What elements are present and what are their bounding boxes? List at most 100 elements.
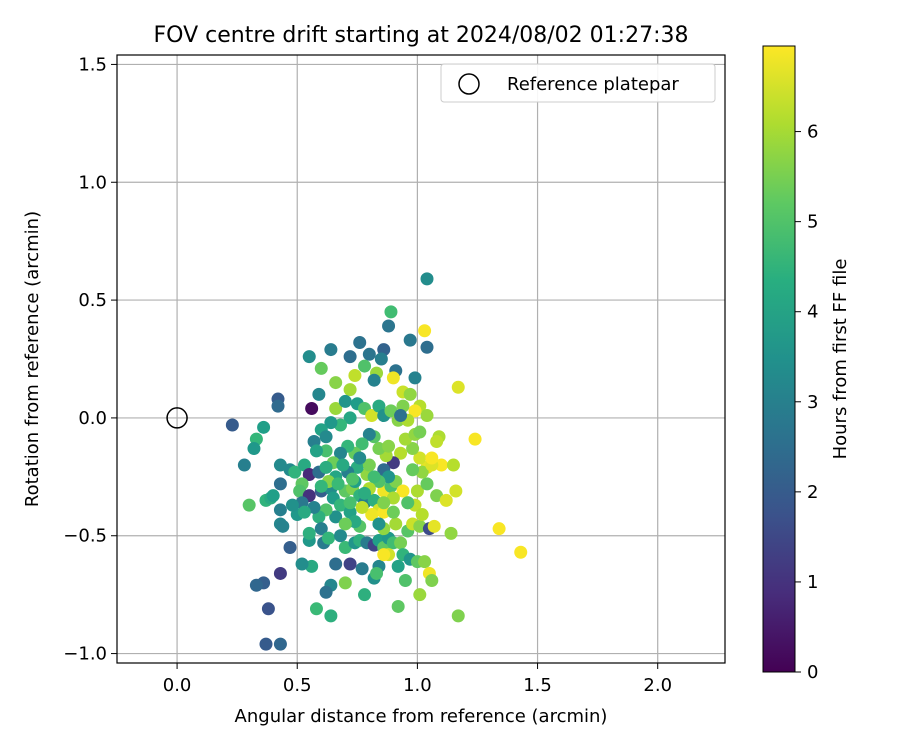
scatter-point: [353, 451, 367, 465]
scatter-point: [382, 470, 396, 484]
scatter-point: [343, 350, 357, 364]
scatter-point: [406, 463, 420, 477]
scatter-point: [355, 500, 369, 514]
scatter-point: [324, 343, 338, 357]
scatter-point: [514, 545, 528, 559]
x-tick-label: 2.0: [643, 675, 672, 696]
scatter-point: [382, 439, 396, 453]
x-axis-label: Angular distance from reference (arcmin): [235, 706, 608, 727]
scatter-point: [367, 470, 381, 484]
scatter-point: [343, 496, 357, 510]
scatter-point: [338, 394, 352, 408]
scatter-point: [362, 347, 376, 361]
scatter-point: [343, 383, 357, 397]
scatter-point: [394, 536, 408, 550]
scatter-point: [271, 399, 285, 413]
scatter-point: [451, 609, 465, 623]
colorbar-tick-label: 1: [807, 572, 818, 593]
scatter-point: [314, 522, 328, 536]
scatter-point: [225, 418, 239, 432]
scatter-point: [425, 574, 439, 588]
scatter-point: [324, 416, 338, 430]
scatter-point: [329, 376, 343, 390]
scatter-point: [418, 324, 432, 338]
y-tick-label: −0.5: [63, 526, 107, 547]
scatter-point: [425, 451, 439, 465]
scatter-point: [358, 359, 372, 373]
scatter-point: [249, 578, 263, 592]
colorbar-label: Hours from first FF file: [830, 259, 851, 460]
reference-point: [166, 407, 188, 429]
scatter-point: [273, 566, 287, 580]
scatter-point: [314, 479, 328, 493]
scatter-point: [413, 425, 427, 439]
scatter-point: [302, 526, 316, 540]
colorbar-tick-label: 4: [807, 302, 818, 323]
scatter-point: [273, 458, 287, 472]
scatter-point: [384, 305, 398, 319]
scatter-point: [410, 484, 424, 498]
scatter-point: [394, 409, 408, 423]
scatter-point: [439, 493, 453, 507]
scatter-point: [257, 420, 271, 434]
scatter-point: [273, 503, 287, 517]
scatter-point: [302, 350, 316, 364]
x-axis: 0.0 0.5 1.0 1.5 2.0: [163, 663, 672, 696]
scatter-point: [261, 602, 275, 616]
scatter-point: [343, 411, 357, 425]
y-tick-label: −1.0: [63, 644, 107, 665]
scatter-point: [389, 517, 403, 531]
scatter-point: [355, 437, 369, 451]
scatter-point: [295, 557, 309, 571]
scatter-point: [247, 442, 261, 456]
legend-entry-reference: Reference platepar: [507, 74, 679, 95]
colorbar-tick-label: 0: [807, 662, 818, 683]
scatter-point: [415, 508, 429, 522]
scatter-point: [451, 380, 465, 394]
y-tick-label: 1.5: [78, 54, 107, 75]
x-tick-label: 1.0: [403, 675, 432, 696]
scatter-point: [449, 484, 463, 498]
scatter-point: [468, 432, 482, 446]
scatter-point: [358, 486, 372, 500]
scatter-point: [338, 576, 352, 590]
scatter-point: [377, 548, 391, 562]
scatter-point: [329, 510, 343, 524]
scatter-point: [430, 489, 444, 503]
x-tick-label: 0.0: [163, 675, 192, 696]
scatter-point: [413, 451, 427, 465]
plot-frame: [116, 54, 726, 664]
scatter-point: [276, 519, 290, 533]
scatter-point: [266, 489, 280, 503]
colorbar-tick-label: 2: [807, 482, 818, 503]
points-layer: [225, 272, 528, 651]
scatter-point: [321, 531, 335, 545]
scatter-point: [331, 477, 345, 491]
scatter-point: [362, 458, 376, 472]
y-tick-label: 0.5: [78, 290, 107, 311]
scatter-point: [492, 522, 506, 536]
scatter-point: [372, 517, 386, 531]
scatter-point: [386, 491, 400, 505]
scatter-point: [396, 484, 410, 498]
scatter-point: [365, 508, 379, 522]
x-tick-label: 0.5: [283, 675, 312, 696]
scatter-point: [420, 409, 434, 423]
chart-title: FOV centre drift starting at 2024/08/02 …: [154, 23, 689, 48]
scatter-point: [273, 477, 287, 491]
scatter-point: [329, 557, 343, 571]
y-tick-label: 0.0: [78, 408, 107, 429]
scatter-point: [312, 387, 326, 401]
scatter-point: [398, 432, 412, 446]
scatter-point: [386, 505, 400, 519]
scatter-point: [283, 541, 297, 555]
x-tick-label: 1.5: [523, 675, 552, 696]
scatter-point: [293, 484, 307, 498]
colorbar-tick-label: 6: [807, 122, 818, 143]
scatter-point: [353, 336, 367, 350]
scatter-point: [418, 555, 432, 569]
scatter-point: [273, 637, 287, 651]
scatter-point: [338, 541, 352, 555]
scatter-point: [319, 444, 333, 458]
